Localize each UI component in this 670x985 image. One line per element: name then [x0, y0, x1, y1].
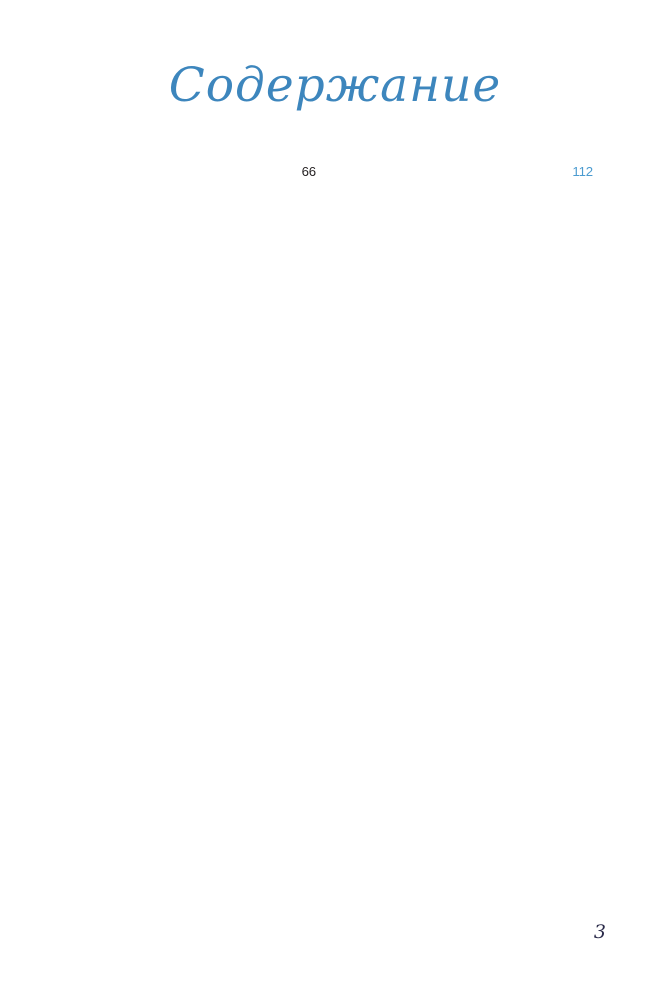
- toc-chapter: Глава 3Цветы в технике скручивания56Спир…: [58, 162, 316, 787]
- toc-column-left: Глава 1Махровые цветы4«Татьяна и Рольф»4…: [58, 162, 316, 787]
- toc-columns: Глава 1Махровые цветы4«Татьяна и Рольф»4…: [0, 162, 670, 802]
- page-title: Содержание: [168, 58, 502, 113]
- appendix-entry[interactable]: Валяние112: [335, 162, 593, 769]
- toc-appendix: Обозначения петель112Сокращения112Валяни…: [335, 162, 593, 769]
- toc-entry-page: 112: [335, 162, 593, 769]
- toc-entry[interactable]: «Снежки»66: [58, 162, 316, 787]
- page-number: 3: [593, 921, 606, 943]
- toc-entry-page: 66: [58, 162, 316, 787]
- toc-column-right: Кувшинка и звездочка69«Карнавал» и «микс…: [335, 162, 593, 769]
